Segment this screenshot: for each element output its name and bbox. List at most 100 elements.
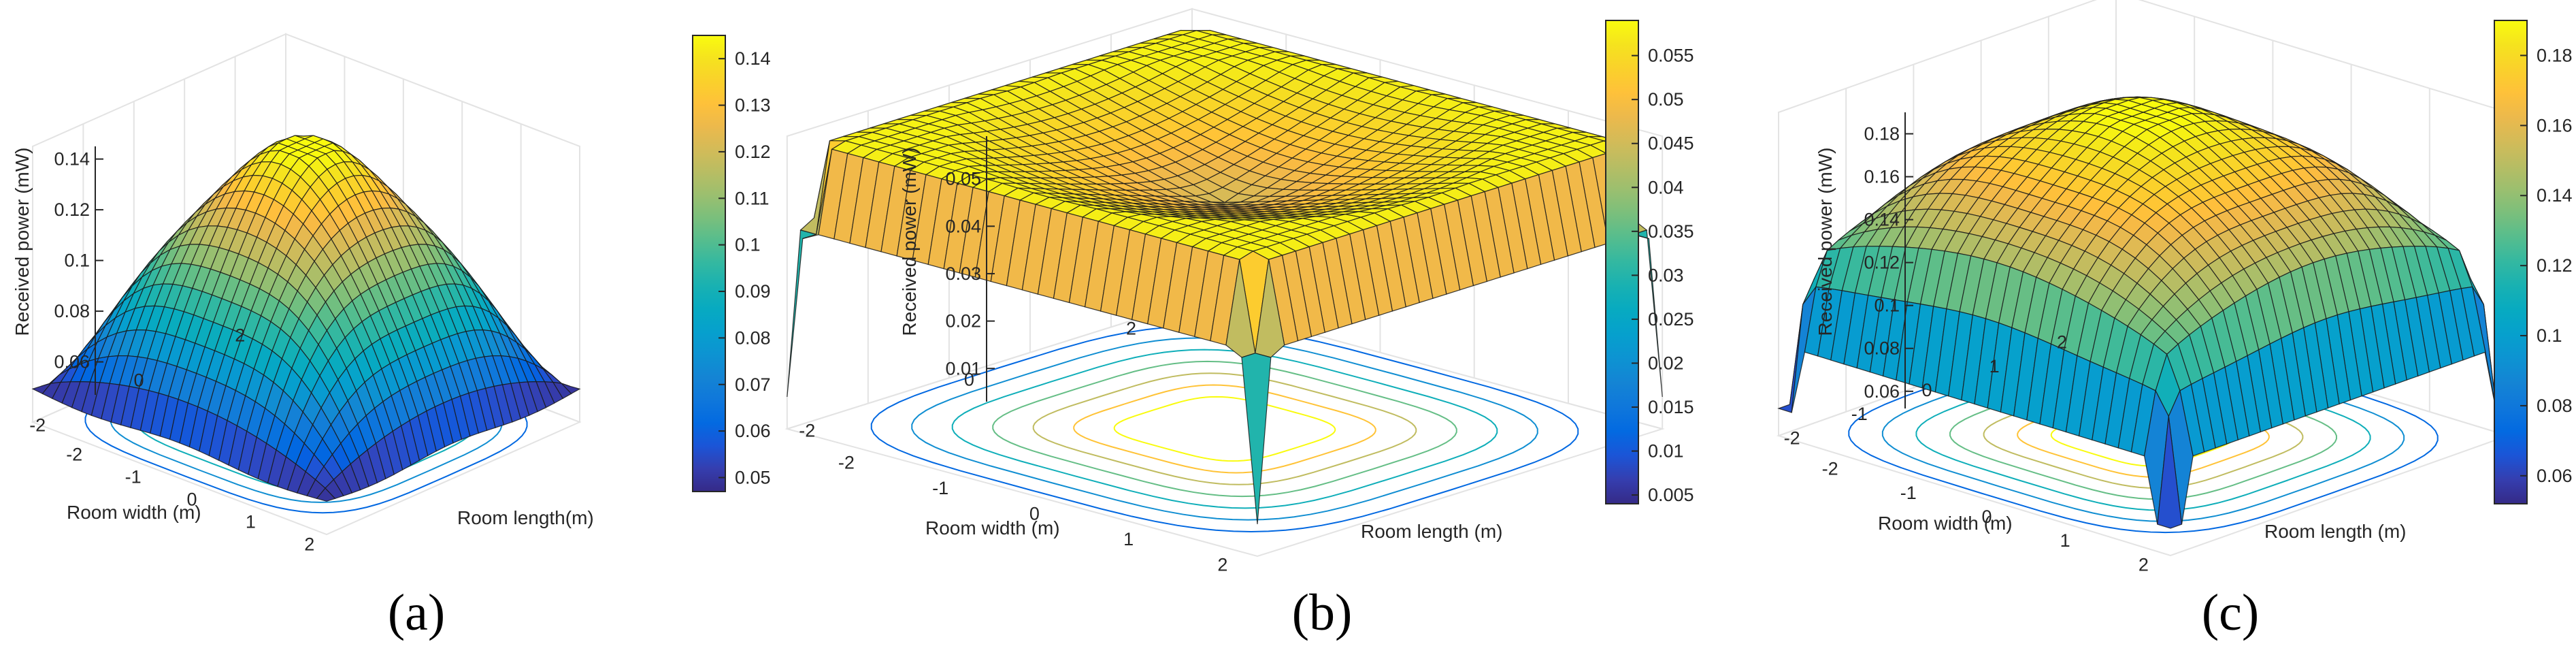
colorbar-tick-label: 0.04 [1648, 177, 1684, 197]
z-tick-label: 0.1 [1874, 295, 1900, 316]
y-tick-label: 2 [2057, 332, 2067, 353]
colorbar-gradient [692, 35, 726, 492]
panel-c-ylabel: Room width (m) [1878, 513, 2013, 534]
surface-cell [1241, 353, 1272, 525]
colorbar-tick-label: 0.09 [735, 281, 771, 302]
z-tick-label: 0.06 [54, 352, 90, 372]
colorbar-tick-label: 0.11 [735, 188, 770, 208]
y-tick-label: 0 [964, 370, 974, 390]
y-ticks: -2 0 2 [29, 325, 245, 436]
colorbar-tick-label: 0.14 [735, 48, 771, 69]
x-tick-label: 1 [2060, 530, 2070, 551]
z-tick-label: 0.01 [945, 358, 981, 379]
floor-contours [870, 325, 1579, 532]
panel-c-caption: (c) [2202, 584, 2259, 641]
z-tick-label: 0.05 [945, 169, 981, 189]
colorbar-tick-label: 0.12 [2537, 255, 2573, 276]
z-tick-label: 0.02 [945, 311, 981, 332]
y-tick-label: 2 [235, 325, 245, 346]
colorbar-tick-label: 0.03 [1648, 265, 1684, 285]
surface-cell [316, 487, 336, 502]
x-ticks: -2 -1 0 1 2 [66, 445, 314, 555]
colorbar-tick-label: 0.18 [2537, 45, 2573, 65]
panel-a-colorbar: 0.05 0.06 0.07 0.08 0.09 0.1 0.11 0.12 0.13 0.14 [692, 35, 771, 492]
panel-b-zlabel: Received power (mW) [899, 148, 920, 336]
x-tick-label: 2 [304, 534, 314, 555]
colorbar-tick-label: 0.07 [735, 374, 771, 395]
panel-b-xlabel: Room length (m) [1361, 521, 1503, 542]
x-ticks: -2 -1 0 1 2 [1822, 459, 2149, 575]
panel-b-plot: 0.01 0.02 0.03 0.04 0.05 -2 -1 0 1 2 -2 0 2 [785, 7, 1665, 575]
z-tick-label: 0.14 [54, 149, 90, 170]
surface-mesh [787, 29, 1663, 525]
z-tick-label: 0.08 [54, 301, 90, 321]
x-tick-label: 2 [1217, 554, 1227, 575]
x-tick-label: 0 [1029, 504, 1040, 524]
y-tick-label: 1 [1989, 356, 2000, 376]
z-axis: 0.06 0.08 0.1 0.12 0.14 0.16 0.18 [1864, 112, 1913, 408]
panel-c-plot: 0.06 0.08 0.1 0.12 0.14 0.16 0.18 -2 -1 0 1 2 -2 -1 0 1… [1776, 0, 2511, 575]
panel-a: 0.06 0.08 0.1 0.12 0.14 -2 -1 0 1 2 -2 0 2 Received … [12, 33, 771, 641]
colorbar-tick-label: 0.08 [2537, 396, 2573, 416]
panel-b-ylabel: Room width (m) [925, 517, 1060, 539]
colorbar-tick-label: 0.01 [1648, 441, 1684, 462]
x-tick-label: 1 [1123, 529, 1134, 549]
panel-a-xlabel: Room length(m) [457, 507, 594, 528]
z-tick-label: 0.12 [54, 199, 90, 220]
colorbar-tick-label: 0.05 [1648, 89, 1684, 110]
z-tick-label: 0.04 [945, 216, 981, 236]
y-ticks: -2 -1 0 1 2 [1784, 332, 2067, 449]
colorbar-tick-label: 0.06 [735, 421, 771, 441]
colorbar-tick-label: 0.015 [1648, 397, 1694, 417]
colorbar-tick-label: 0.1 [735, 235, 761, 255]
colorbar-tick-label: 0.055 [1648, 46, 1694, 66]
y-tick-label: -2 [29, 415, 46, 436]
z-tick-label: 0.14 [1864, 210, 1900, 230]
z-tick-label: 0.06 [1864, 381, 1900, 402]
x-tick-label: -2 [838, 453, 855, 473]
colorbar-tick-label: 0.005 [1648, 485, 1694, 505]
x-ticks: -2 -1 0 1 2 [838, 453, 1227, 575]
y-tick-label: 2 [1126, 319, 1136, 339]
colorbar-tick-label: 0.05 [735, 467, 771, 487]
z-tick-label: 0.08 [1864, 338, 1900, 359]
colorbar-tick-label: 0.025 [1648, 309, 1694, 330]
colorbar-tick-label: 0.14 [2537, 185, 2573, 206]
panel-a-plot: 0.06 0.08 0.1 0.12 0.14 -2 -1 0 1 2 -2 0 2 [29, 33, 582, 555]
x-tick-label: 2 [2139, 554, 2149, 575]
surface-mesh [31, 135, 581, 502]
y-tick-label: 0 [133, 370, 144, 391]
colorbar-tick-label: 0.035 [1648, 221, 1694, 242]
panel-a-zlabel: Received power (mW) [12, 148, 33, 336]
z-tick-label: 0.03 [945, 263, 981, 284]
x-tick-label: -1 [125, 467, 142, 487]
colorbar-tick-label: 0.045 [1648, 133, 1694, 154]
surface-cell [787, 229, 818, 398]
colorbar-gradient [1605, 20, 1639, 504]
z-axis: 0.01 0.02 0.03 0.04 0.05 [945, 136, 995, 402]
x-tick-label: 0 [186, 489, 197, 510]
y-tick-label: 0 [1921, 380, 1932, 400]
panel-b-caption: (b) [1292, 584, 1353, 641]
y-tick-label: -1 [1851, 404, 1868, 424]
panel-c-zlabel: Received power (mW) [1815, 148, 1836, 336]
y-tick-label: -2 [799, 420, 815, 440]
surface-cell [2157, 416, 2183, 529]
panel-a-ylabel: Room width (m) [67, 502, 201, 523]
colorbar-tick-label: 0.08 [735, 327, 771, 348]
y-ticks: -2 0 2 [799, 319, 1136, 441]
panel-b: 0.01 0.02 0.03 0.04 0.05 -2 -1 0 1 2 -2 0 2 Received… [785, 7, 1694, 641]
x-tick-label: -1 [932, 478, 948, 498]
x-tick-label: -2 [1822, 459, 1838, 479]
x-tick-label: 0 [1981, 507, 1992, 527]
z-tick-label: 0.12 [1864, 253, 1900, 273]
colorbar-tick-label: 0.1 [2537, 325, 2562, 346]
x-tick-label: -2 [66, 445, 82, 465]
panel-b-colorbar: 0.005 0.01 0.015 0.02 0.025 0.03 0.035 0.04 0.04… [1605, 20, 1694, 505]
panel-a-caption: (a) [388, 584, 445, 641]
z-axis: 0.06 0.08 0.1 0.12 0.14 [54, 146, 103, 395]
surface-mesh [1777, 96, 2509, 529]
colorbar-tick-label: 0.13 [735, 95, 771, 116]
panel-c-xlabel: Room length (m) [2264, 521, 2407, 542]
